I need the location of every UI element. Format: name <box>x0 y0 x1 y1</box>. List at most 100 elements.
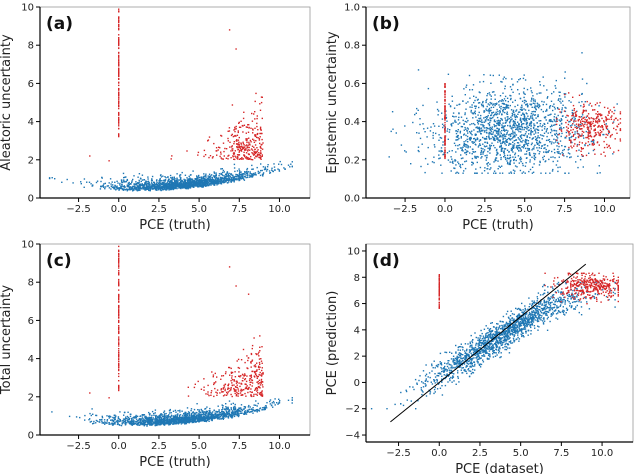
point-blue <box>135 187 138 189</box>
point-blue <box>197 177 199 180</box>
point-red <box>444 121 446 124</box>
point-blue <box>513 115 516 117</box>
point-blue <box>539 84 541 86</box>
point-blue <box>160 186 162 189</box>
point-red <box>596 117 598 119</box>
point-blue <box>141 185 144 187</box>
point-blue <box>543 155 545 157</box>
point-blue <box>501 172 504 174</box>
point-blue <box>537 115 539 118</box>
point-blue <box>106 415 108 417</box>
point-blue <box>502 126 504 129</box>
point-blue <box>484 116 487 118</box>
point-red <box>118 19 120 21</box>
point-red <box>606 125 609 127</box>
point-blue <box>235 177 237 180</box>
point-blue <box>539 134 542 136</box>
point-blue <box>493 91 495 93</box>
point-blue <box>503 141 506 143</box>
point-blue <box>513 124 516 127</box>
point-blue <box>491 128 494 130</box>
point-red <box>245 156 248 158</box>
point-red <box>611 111 613 113</box>
point-blue <box>451 125 453 127</box>
point-blue <box>186 177 188 179</box>
point-blue <box>523 115 526 117</box>
point-red <box>588 138 590 140</box>
point-red <box>250 141 252 143</box>
point-blue <box>491 91 494 93</box>
point-blue <box>240 175 242 178</box>
point-blue <box>531 142 533 144</box>
point-red <box>617 123 620 125</box>
point-blue <box>538 105 541 107</box>
point-blue <box>141 418 143 420</box>
point-blue <box>517 129 519 131</box>
point-blue <box>484 119 487 121</box>
point-blue <box>421 143 423 145</box>
point-blue <box>517 137 519 139</box>
point-blue <box>270 404 273 407</box>
point-blue <box>242 174 244 176</box>
point-red <box>224 147 226 150</box>
point-blue <box>527 147 529 150</box>
point-blue <box>160 176 163 178</box>
point-blue <box>199 176 201 179</box>
point-red <box>242 147 245 150</box>
point-blue <box>493 103 495 105</box>
point-red <box>605 118 607 121</box>
point-blue <box>477 102 480 104</box>
point-blue <box>477 146 480 148</box>
point-blue <box>197 184 199 186</box>
point-red <box>444 86 446 88</box>
point-blue <box>66 178 68 181</box>
point-blue <box>102 184 104 187</box>
point-blue <box>550 113 552 115</box>
point-blue <box>500 150 502 152</box>
point-blue <box>530 115 532 117</box>
point-blue <box>508 121 511 123</box>
point-red <box>254 118 256 120</box>
point-red <box>118 111 120 114</box>
point-blue <box>156 189 158 191</box>
point-red <box>444 135 446 137</box>
point-blue <box>470 109 472 112</box>
point-blue <box>133 183 135 185</box>
point-blue <box>538 153 540 155</box>
point-blue <box>499 135 501 138</box>
point-blue <box>449 105 452 108</box>
point-blue <box>545 129 548 131</box>
point-blue <box>571 124 573 126</box>
point-blue <box>502 138 504 140</box>
point-red <box>598 118 600 121</box>
point-blue <box>524 120 526 122</box>
point-red <box>252 129 254 131</box>
point-blue <box>175 184 178 186</box>
point-blue <box>135 420 137 423</box>
point-blue <box>465 102 467 104</box>
point-red <box>118 67 120 69</box>
point-blue <box>487 93 489 95</box>
point-blue <box>571 112 573 114</box>
point-blue <box>517 121 519 123</box>
point-blue <box>512 131 514 134</box>
point-red <box>220 134 222 137</box>
point-blue <box>465 153 468 156</box>
point-blue <box>153 412 155 415</box>
point-blue <box>220 415 223 417</box>
point-blue <box>454 159 457 162</box>
point-blue <box>483 145 486 147</box>
point-blue <box>118 187 120 190</box>
point-blue <box>272 406 274 408</box>
point-blue <box>137 185 140 188</box>
point-blue <box>208 184 211 186</box>
point-blue <box>465 151 468 154</box>
point-blue <box>261 169 263 172</box>
point-red <box>576 127 578 130</box>
point-blue <box>128 185 130 187</box>
point-red <box>227 158 229 160</box>
point-blue <box>479 117 482 119</box>
point-blue <box>202 411 204 413</box>
point-red <box>586 136 589 139</box>
point-red <box>256 133 259 135</box>
